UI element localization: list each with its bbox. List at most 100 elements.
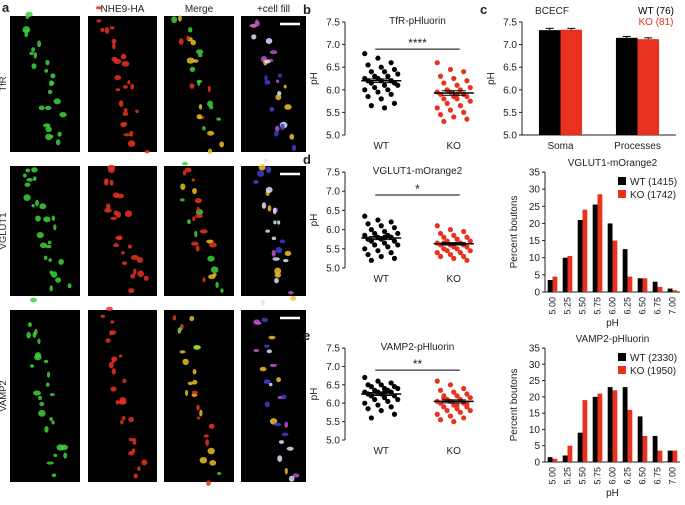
puncta [219,141,225,148]
puncta [284,250,292,256]
puncta [44,425,49,433]
puncta [127,80,131,85]
data-point [437,230,444,237]
data-point [454,236,460,242]
puncta [180,183,186,190]
puncta [115,88,121,92]
x-tick-label: WT [373,141,389,152]
data-point [365,93,371,100]
puncta [179,198,185,202]
bar [552,276,558,292]
y-tick-label: 7.0 [326,187,340,198]
y-tick-label: 6.0 [503,85,517,96]
puncta [24,31,29,38]
puncta [208,274,216,280]
data-point [437,112,444,118]
puncta [113,243,119,248]
puncta [133,268,137,275]
puncta [121,61,130,67]
legend-label: KO (1742) [630,190,676,201]
puncta [38,105,45,111]
puncta [265,186,273,193]
y-tick-label: 5.0 [503,131,517,142]
bar [622,249,628,292]
bar [667,450,673,462]
chart-title: VAMP2-pHluorin [576,334,650,345]
puncta [100,27,105,32]
y-axis-label: pH [309,214,320,227]
puncta [278,440,285,444]
puncta [107,164,116,171]
puncta [192,216,196,222]
data-point [362,232,368,238]
y-tick-label: 6.0 [326,225,340,236]
puncta [277,455,283,463]
y-tick-label: 6.5 [326,206,340,217]
puncta [191,178,195,182]
puncta [282,258,289,263]
puncta [47,240,52,245]
data-point [388,380,394,386]
puncta [258,164,266,171]
chart-title: TfR-pHluorin [389,16,446,27]
puncta [196,404,200,411]
puncta [264,344,270,348]
significance: ** [413,357,423,371]
data-point [391,411,398,417]
row-label: VAMP2 [0,380,9,412]
puncta [55,139,61,146]
puncta [256,170,265,177]
data-point [365,406,371,412]
column-label: NHE9-HA [101,4,145,15]
legend-label: WT (2330) [630,353,677,364]
data-point [381,228,388,235]
legend-swatch [618,190,626,198]
puncta [198,104,203,110]
data-point [388,91,394,97]
puncta [195,214,203,219]
puncta [55,277,62,283]
data-point [434,411,440,417]
micrograph [88,16,157,152]
data-point [362,87,368,93]
data-point [451,419,457,425]
data-point [454,393,460,399]
data-point [434,223,440,229]
x-tick-label: 6.50 [638,467,648,485]
puncta [63,452,68,459]
puncta [274,130,279,137]
data-point [444,407,450,414]
data-point [378,223,384,229]
data-point [391,225,398,231]
data-point [447,107,454,113]
puncta [194,230,198,238]
bar [612,240,618,292]
panel-label: d [303,152,311,167]
puncta [253,348,260,353]
puncta [122,378,127,384]
puncta [265,166,272,174]
y-tick-label: 0 [534,288,540,299]
puncta [268,335,276,340]
puncta [281,394,287,400]
data-point [464,391,470,397]
data-point [385,398,391,404]
data-point [464,116,470,122]
puncta [254,20,260,27]
puncta [192,379,198,385]
data-point [464,244,470,250]
puncta [202,126,206,131]
x-tick-label: 6.75 [653,467,663,485]
data-point [467,238,473,244]
puncta [269,50,278,55]
significance: * [415,182,420,196]
micrograph [10,310,80,482]
puncta [123,122,128,127]
puncta [104,208,112,213]
puncta [116,193,124,199]
puncta [25,168,31,173]
micrograph [88,310,157,482]
puncta [96,19,102,23]
data-point [441,395,447,401]
data-point [372,230,378,237]
